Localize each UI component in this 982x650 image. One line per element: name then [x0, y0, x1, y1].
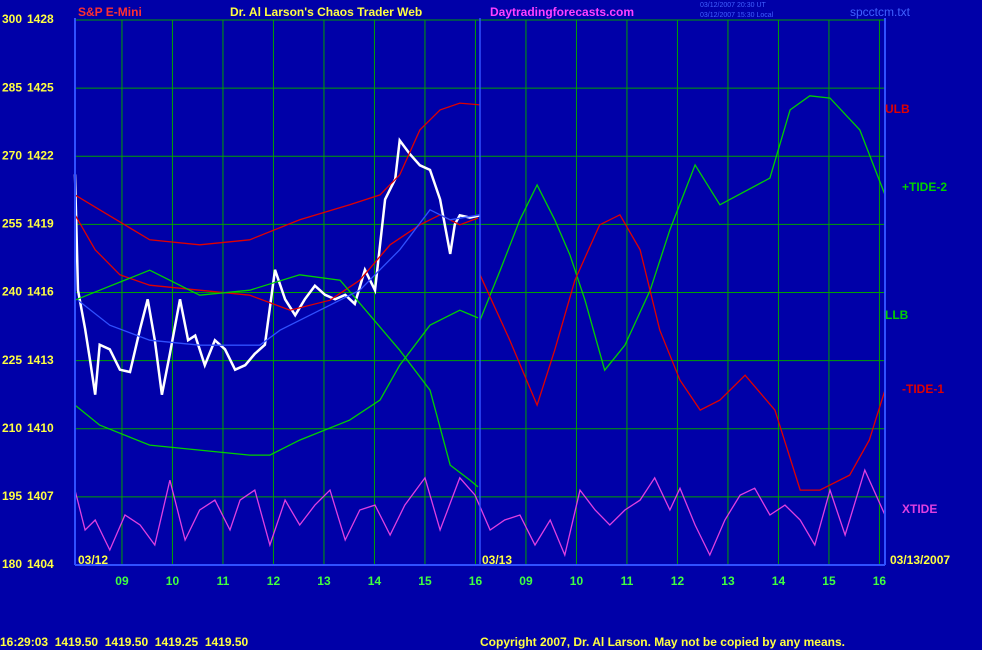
series-label: -TIDE-1 [902, 382, 944, 396]
y-tick-label: 255 [2, 217, 22, 231]
y2-tick-label: 1419 [27, 217, 54, 231]
x-tick-label: 13 [317, 574, 331, 588]
timestamp: 03/12/2007 15:30 Local [700, 12, 774, 19]
series-line [74, 102, 481, 246]
x-tick-label: 16 [469, 574, 483, 588]
y2-tick-label: 1404 [27, 557, 54, 571]
subtitle: S&P E-Mini [78, 5, 142, 19]
x-tick-label: 14 [368, 574, 382, 588]
y2-tick-label: 1428 [27, 12, 54, 26]
y2-tick-label: 1407 [27, 489, 54, 503]
date-label: 03/12 [78, 553, 108, 567]
site: Daytradingforecasts.com [490, 5, 634, 19]
y2-tick-label: 1413 [27, 353, 54, 367]
series-line [74, 214, 479, 311]
date-label: 03/13 [482, 553, 512, 567]
series-label: XTIDE [902, 502, 937, 516]
y2-tick-label: 1422 [27, 148, 54, 162]
y-tick-label: 240 [2, 285, 22, 299]
y-tick-label: 180 [2, 557, 22, 571]
date-label: 03/13/2007 [890, 553, 950, 567]
y-tick-label: 195 [2, 489, 22, 503]
copyright: Copyright 2007, Dr. Al Larson. May not b… [480, 635, 845, 649]
x-tick-label: 16 [873, 574, 887, 588]
y-tick-label: 285 [2, 80, 22, 94]
x-tick-label: 14 [772, 574, 786, 588]
series-line [479, 213, 886, 491]
series-line [74, 269, 479, 488]
x-tick-label: 15 [822, 574, 836, 588]
series-line [74, 309, 479, 456]
status-line: 16:29:03 1419.50 1419.50 1419.25 1419.50 [0, 635, 249, 649]
x-tick-label: 10 [166, 574, 180, 588]
series-label: ULB [885, 102, 910, 116]
x-tick-label: 09 [519, 574, 533, 588]
series-line [77, 208, 481, 346]
y-tick-label: 270 [2, 148, 22, 162]
y2-tick-label: 1425 [27, 80, 54, 94]
x-tick-label: 12 [267, 574, 281, 588]
file-name: spcctcm.txt [850, 5, 911, 19]
series-label: +TIDE-2 [902, 180, 947, 194]
y-tick-label: 225 [2, 353, 22, 367]
timestamp: 03/12/2007 20:30 UT [700, 2, 766, 9]
y2-tick-label: 1416 [27, 285, 54, 299]
x-tick-label: 10 [570, 574, 584, 588]
x-tick-label: 11 [621, 574, 634, 588]
y2-tick-label: 1410 [27, 421, 54, 435]
y-tick-label: 300 [2, 12, 22, 26]
x-tick-label: 13 [721, 574, 735, 588]
x-tick-label: 09 [115, 574, 129, 588]
chart-title: Dr. Al Larson's Chaos Trader Web [230, 5, 422, 19]
series-label: LLB [885, 308, 909, 322]
x-tick-label: 11 [217, 574, 230, 588]
x-tick-label: 15 [418, 574, 432, 588]
y-tick-label: 210 [2, 421, 22, 435]
plot [73, 95, 886, 558]
x-tick-label: 12 [671, 574, 685, 588]
series-line [74, 468, 886, 558]
series-line [73, 137, 481, 395]
